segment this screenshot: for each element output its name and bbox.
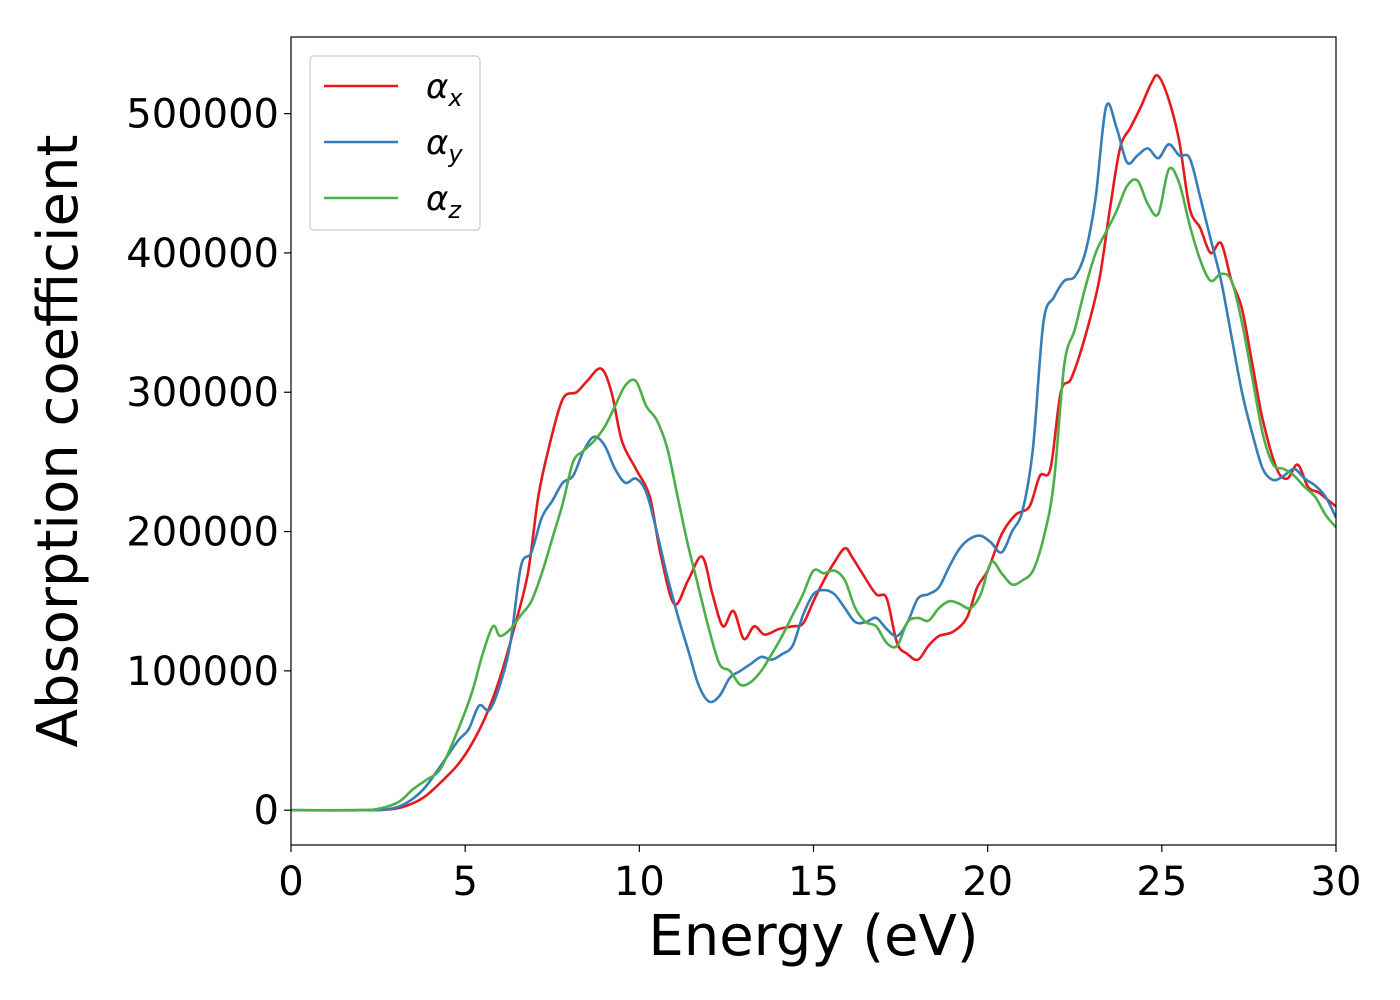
series-line-x <box>291 73 1336 812</box>
x-axis-title: Energy (eV) <box>648 904 978 969</box>
y-tick-label: 100000 <box>126 649 279 695</box>
legend: αx αy αz <box>309 55 481 231</box>
x-axis-ticks: 0 5 10 15 20 25 30 <box>278 845 1361 905</box>
y-axis-ticks: 0 100000 200000 300000 400000 500000 <box>126 92 291 834</box>
legend-label-x: αx <box>426 67 463 112</box>
y-tick-label: 300000 <box>126 370 279 416</box>
x-tick-label: 30 <box>1311 859 1362 905</box>
y-tick-label: 0 <box>254 788 279 834</box>
legend-label-z: αz <box>426 179 462 224</box>
y-axis-title: Absorption coefficient <box>26 135 91 748</box>
y-tick-label: 200000 <box>126 510 279 556</box>
y-tick-label: 500000 <box>126 92 279 138</box>
x-tick-label: 20 <box>962 859 1013 905</box>
legend-label-y: αy <box>426 123 463 168</box>
x-tick-label: 10 <box>614 859 665 905</box>
series-layer <box>291 73 1336 812</box>
x-tick-label: 25 <box>1136 859 1187 905</box>
x-tick-label: 5 <box>452 859 477 905</box>
x-tick-label: 15 <box>788 859 839 905</box>
x-tick-label: 0 <box>278 859 303 905</box>
series-line-z <box>291 166 1336 812</box>
y-tick-label: 400000 <box>126 231 279 277</box>
